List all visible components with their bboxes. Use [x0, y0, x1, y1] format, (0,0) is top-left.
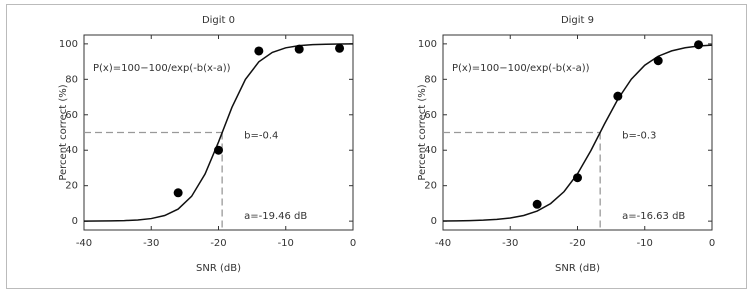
x-tick-label: -20 — [210, 238, 226, 249]
x-tick-label: -40 — [76, 238, 92, 249]
y-tick-label: 20 — [65, 181, 78, 192]
formula-annotation: P(x)=100−100/exp(-b(x-a)) — [452, 63, 590, 74]
data-point — [173, 188, 183, 198]
x-tick-label: 0 — [709, 238, 715, 249]
y-tick-label: 60 — [424, 110, 437, 121]
chart-title: Digit 0 — [202, 15, 235, 26]
y-tick-label: 40 — [65, 145, 78, 156]
y-tick-label: 0 — [431, 216, 437, 227]
x-tick-label: -30 — [143, 238, 159, 249]
x-tick-label: -30 — [502, 238, 518, 249]
slope-annotation: b=-0.3 — [622, 131, 656, 142]
data-point — [653, 56, 663, 66]
data-point — [214, 145, 223, 155]
threshold-annotation: a=-16.63 dB — [622, 211, 685, 222]
data-point — [254, 46, 264, 56]
y-tick-label: 20 — [424, 181, 437, 192]
y-axis-label: Percent correct (%) — [58, 84, 69, 180]
subplot: Digit 9 SNR (dB) Percent correct (%) -40 -30… — [417, 15, 715, 274]
y-tick-label: 100 — [59, 39, 78, 50]
x-axis-label: SNR (dB) — [196, 263, 241, 274]
x-axis-label: SNR (dB) — [555, 263, 600, 274]
y-tick-label: 0 — [72, 216, 78, 227]
y-tick-label: 40 — [424, 145, 437, 156]
figure-frame — [6, 4, 747, 289]
x-tick-label: -10 — [637, 238, 653, 249]
subplot: Digit 0 SNR (dB) Percent correct (%) -40 -30… — [58, 15, 356, 274]
slope-annotation: b=-0.4 — [244, 131, 278, 142]
x-tick-label: 0 — [350, 238, 356, 249]
y-axis-label: Percent correct (%) — [417, 84, 428, 180]
data-point — [573, 173, 582, 183]
data-point — [335, 43, 345, 53]
y-tick-label: 80 — [424, 74, 437, 85]
y-tick-label: 80 — [65, 74, 78, 85]
data-point — [532, 199, 542, 209]
y-tick-label: 100 — [418, 39, 437, 50]
chart-title: Digit 9 — [561, 15, 594, 26]
formula-annotation: P(x)=100−100/exp(-b(x-a)) — [93, 63, 231, 74]
x-tick-label: -10 — [278, 238, 294, 249]
y-tick-label: 60 — [65, 110, 78, 121]
threshold-annotation: a=-19.46 dB — [244, 211, 307, 222]
fit-curve — [83, 43, 354, 222]
data-point — [613, 91, 623, 101]
x-tick-label: -20 — [569, 238, 585, 249]
data-point — [694, 40, 704, 50]
data-point — [294, 44, 304, 54]
x-tick-label: -40 — [435, 238, 451, 249]
